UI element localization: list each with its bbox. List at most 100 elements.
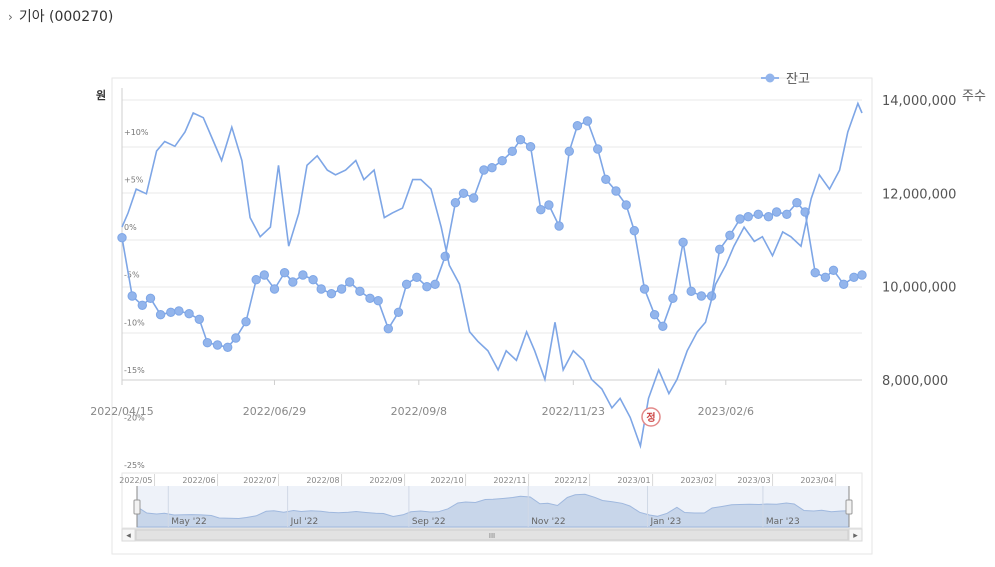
x-tick-label: 2022/09/8 <box>391 405 447 418</box>
balance-point <box>479 165 489 175</box>
balance-point <box>735 214 745 224</box>
event-marker[interactable]: 정 <box>641 407 661 427</box>
scroll-left-button[interactable] <box>121 528 136 542</box>
balance-point <box>401 279 412 289</box>
right-tick-label: 8,000,000 <box>882 374 948 389</box>
navigator-right-handle[interactable] <box>845 499 853 515</box>
balance-point <box>564 146 574 157</box>
navigator-range-label: Jan '23 <box>650 517 682 527</box>
balance-point <box>223 342 233 352</box>
balance-point <box>365 293 375 303</box>
right-tick-label: 10,000,000 <box>882 281 956 296</box>
balance-point <box>373 296 383 306</box>
right-tick-label: 14,000,000 <box>882 94 956 109</box>
balance-point <box>639 284 650 294</box>
page-title: › 기아 (000270) <box>8 6 113 26</box>
chart-frame <box>111 77 873 555</box>
balance-point <box>174 306 184 316</box>
balance-point <box>725 230 735 241</box>
navigator[interactable]: 2022/05 2022/06 2022/07 2022/08 2022/09 2022/… <box>119 472 863 542</box>
x-tick-label: 2022/11/23 <box>542 405 605 418</box>
balance-point <box>810 268 820 278</box>
balance-point <box>782 209 792 220</box>
left-tick-label: -5% <box>124 271 140 280</box>
balance-point <box>658 321 668 331</box>
balance-point <box>145 293 156 303</box>
balance-point <box>383 324 393 334</box>
right-unit-label: 주수 <box>962 89 986 104</box>
balance-point <box>839 279 849 289</box>
left-tick-label: +10% <box>124 128 149 137</box>
balance-point <box>298 270 308 280</box>
balance-point <box>117 233 127 243</box>
legend-marker-icon <box>765 73 775 83</box>
balance-point <box>621 200 631 210</box>
balance-point <box>155 310 166 320</box>
balance-point <box>497 156 507 166</box>
balance-point <box>593 144 603 154</box>
navigator-month-label: 2022/12 <box>554 476 587 485</box>
balance-point <box>515 135 526 145</box>
scrollbar-grip: III <box>489 532 495 540</box>
navigator-month-label: 2022/10 <box>430 476 463 485</box>
navigator-month-label: 2022/06 <box>182 476 215 485</box>
navigator-range-label: Sep '22 <box>412 517 446 527</box>
balance-point <box>686 286 696 296</box>
scroll-right-button[interactable] <box>848 528 863 542</box>
balance-point <box>792 198 802 208</box>
navigator-left-handle[interactable] <box>133 499 141 515</box>
left-tick-label: +5% <box>124 176 144 185</box>
balance-point <box>554 221 564 231</box>
balance-point <box>251 275 261 285</box>
balance-point <box>649 310 660 320</box>
series-layer <box>117 101 867 450</box>
balance-point <box>308 275 318 285</box>
balance-point <box>241 317 251 327</box>
balance-point <box>231 333 241 343</box>
balance-point <box>450 198 461 208</box>
balance-point <box>393 307 404 317</box>
balance-point <box>611 186 621 196</box>
event-marker-badge[interactable] <box>641 407 661 427</box>
navigator-month-label: 2023/04 <box>800 476 833 485</box>
scrollbar-thumb[interactable] <box>135 529 849 541</box>
legend[interactable]: 잔고 <box>761 72 810 87</box>
balance-point <box>668 293 678 303</box>
balance-point <box>544 200 554 210</box>
grid <box>121 88 862 381</box>
balance-point <box>572 121 583 131</box>
balance-point <box>715 244 725 255</box>
legend-label[interactable]: 잔고 <box>786 72 810 87</box>
balance-point <box>849 272 859 282</box>
balance-point <box>194 314 205 324</box>
navigator-month-label: 2023/02 <box>680 476 713 485</box>
balance-point <box>288 277 298 287</box>
left-tick-label: -25% <box>124 461 145 470</box>
scroll-left-icon: ◂ <box>126 531 131 541</box>
balance-point <box>678 237 688 248</box>
x-tick-label: 2022/06/29 <box>243 405 306 418</box>
stock-title: 기아 (000270) <box>18 9 114 25</box>
navigator-month-label: 2022/05 <box>119 476 152 485</box>
navigator-month-label: 2023/01 <box>617 476 650 485</box>
navigator-month-label: 2022/11 <box>493 476 526 485</box>
balance-point <box>202 338 213 348</box>
balance-point <box>259 270 269 280</box>
balance-point <box>629 226 639 236</box>
navigator-range-label: Nov '22 <box>531 517 565 527</box>
x-tick-label: 2023/02/6 <box>698 405 754 418</box>
left-tick-label: -10% <box>124 318 145 327</box>
balance-point <box>536 205 546 215</box>
balance-point <box>166 307 176 317</box>
balance-point <box>696 291 707 301</box>
balance-point <box>412 272 422 282</box>
x-tick-label: 2022/04/15 <box>90 405 153 418</box>
balance-point <box>137 300 148 310</box>
navigator-range-label: May '22 <box>171 517 206 527</box>
balance-point <box>269 284 280 294</box>
navigator-month-label: 2022/09 <box>369 476 402 485</box>
balance-point <box>345 277 355 287</box>
balance-point <box>743 212 753 222</box>
balance-point <box>601 174 611 185</box>
